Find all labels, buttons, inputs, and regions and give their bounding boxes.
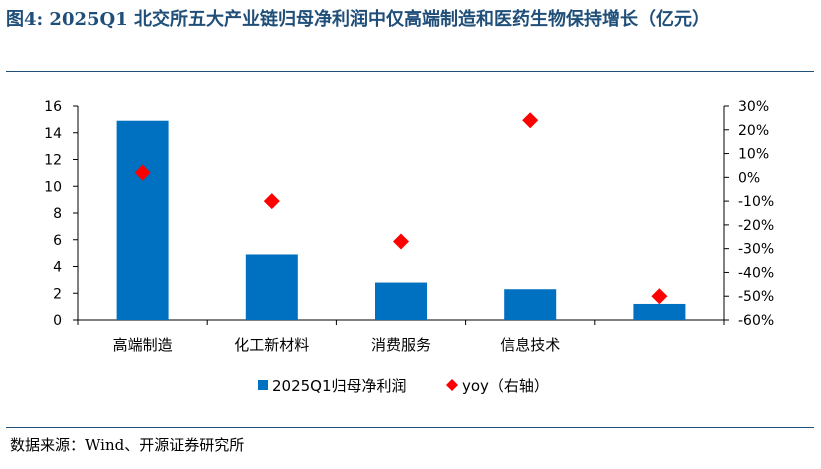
legend-bar-label: 2025Q1归母净利润 — [272, 377, 407, 395]
right-tick-label: -10% — [738, 194, 774, 210]
right-axis-ticks: -60% -50% -40% -30% -20% -10% 0% 10% 20% 30% — [724, 99, 774, 329]
left-tick-label: 4 — [53, 260, 62, 276]
left-tick-label: 8 — [53, 206, 62, 222]
bar-series — [116, 120, 686, 321]
left-axis-ticks: 0 2 4 6 8 10 12 14 16 — [44, 99, 78, 329]
right-tick-label: 20% — [738, 123, 769, 139]
yoy-point — [651, 288, 668, 305]
right-tick-label: 10% — [738, 147, 769, 163]
legend-yoy-swatch — [446, 379, 458, 391]
right-tick-label: -50% — [738, 289, 774, 305]
bar — [375, 282, 427, 320]
yoy-point — [263, 193, 280, 210]
left-tick-label: 10 — [44, 179, 62, 195]
legend-bar-swatch — [258, 380, 268, 390]
left-tick-label: 12 — [44, 153, 62, 169]
right-tick-label: 30% — [738, 99, 769, 115]
title-rule — [6, 71, 814, 72]
left-tick-label: 14 — [44, 126, 62, 142]
bar — [633, 303, 686, 320]
source-rule — [6, 427, 814, 428]
bar — [504, 289, 557, 320]
category-labels: 高端制造 化工新材料 消费服务 信息技术 — [113, 336, 561, 354]
bar — [116, 120, 169, 321]
yoy-point — [134, 164, 151, 181]
right-tick-label: -20% — [738, 218, 774, 234]
yoy-point — [522, 112, 539, 129]
figure-title: 图4: 2025Q1 北交所五大产业链归母净利润中仅高端制造和医药生物保持增长（… — [6, 9, 711, 30]
left-tick-label: 0 — [53, 313, 62, 329]
left-tick-label: 16 — [44, 99, 62, 115]
category-label: 高端制造 — [113, 336, 173, 354]
right-tick-label: -60% — [738, 313, 774, 329]
source-note: 数据来源：Wind、开源证券研究所 — [10, 436, 245, 454]
right-tick-label: -40% — [738, 265, 774, 281]
category-label: 消费服务 — [371, 336, 431, 354]
category-label: 信息技术 — [500, 336, 560, 354]
right-tick-label: 0% — [738, 170, 760, 186]
yoy-point — [393, 233, 409, 250]
category-label: 化工新材料 — [234, 336, 309, 354]
left-tick-label: 2 — [53, 286, 62, 302]
right-tick-label: -30% — [738, 242, 774, 258]
legend: 2025Q1归母净利润 yoy（右轴） — [258, 377, 549, 395]
yoy-series — [134, 112, 668, 305]
left-tick-label: 6 — [53, 233, 62, 249]
bar — [245, 254, 298, 320]
legend-yoy-label: yoy（右轴） — [462, 377, 549, 395]
